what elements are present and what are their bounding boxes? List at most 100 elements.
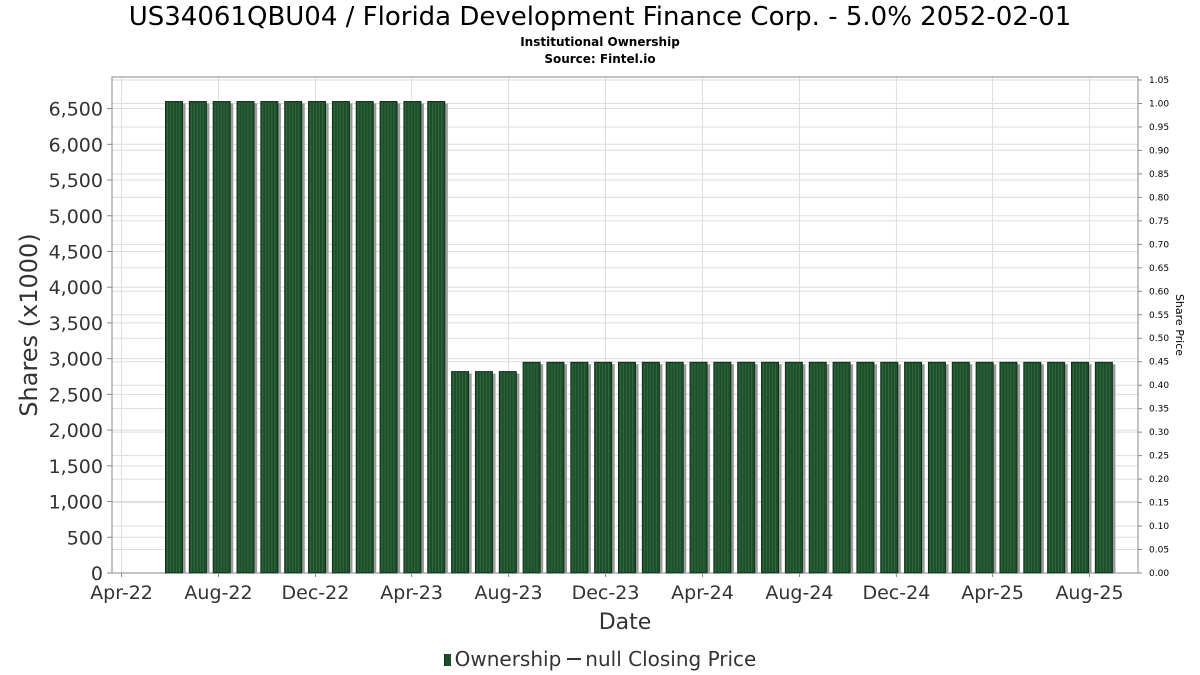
price-tick-label: 0.70 [1149,240,1169,250]
ownership-bar [713,361,732,574]
ownership-bar [498,371,517,574]
ownership-bar [379,101,398,574]
x-axis-label: Date [599,610,652,635]
ownership-bar [427,101,446,574]
ownership-bar [689,361,708,574]
shares-tick-label: 6,500 [49,99,103,121]
price-tick-label: 0.55 [1149,311,1169,321]
ownership-bar [474,371,493,574]
ownership-bar [355,101,374,574]
shares-tick-label: 5,500 [49,170,103,192]
price-tick-label: 1.00 [1149,99,1169,109]
y2-axis-label: Share Price [1173,294,1186,356]
ownership-bar [618,361,636,574]
price-legend-line [567,658,582,660]
ownership-bars [165,101,1116,574]
price-tick-label: 0.30 [1149,428,1169,438]
y-axis-label: Shares (x1000) [15,233,43,416]
ownership-bar [522,361,541,574]
price-tick-label: 0.50 [1149,334,1169,344]
date-tick-label: Apr-24 [671,582,734,604]
price-tick-label: 0.35 [1149,405,1169,415]
date-tick-label: Apr-25 [961,582,1024,604]
shares-tick-label: 2,500 [49,384,103,406]
shares-tick-label: 500 [67,527,103,549]
price-tick-label: 0.10 [1149,522,1169,532]
price-tick-label: 0.40 [1149,381,1169,391]
ownership-bar [880,361,899,574]
price-tick-label: 1.05 [1149,76,1169,86]
ownership-bar [832,361,851,574]
price-tick-label: 0.05 [1149,546,1169,556]
ownership-chart: 0 500 1,000 1,500 2,000 2,500 3,000 3,500 4,000 4… [15,76,1186,635]
ownership-bar [1047,361,1066,574]
shares-tick-label: 1,000 [49,492,103,514]
price-legend-label: null Closing Price [585,647,757,671]
price-tick-label: 0.00 [1149,569,1169,579]
ownership-bar [665,361,684,574]
ownership-bar [284,101,303,574]
ownership-bar [331,101,350,574]
ownership-bar [260,101,279,574]
ownership-bar [737,361,756,574]
price-tick-label: 0.20 [1149,475,1169,485]
ownership-bar [546,361,565,574]
price-tick-label: 0.95 [1149,123,1169,133]
price-tick-label: 0.25 [1149,452,1169,462]
ownership-bar [570,361,589,574]
ownership-bar [761,361,780,574]
chart-source: Source: Fintel.io [544,52,656,66]
date-tick-label: Apr-23 [380,582,443,604]
ownership-bar [784,361,803,574]
ownership-bar [165,101,183,574]
date-tick-label: Apr-22 [90,582,153,604]
ownership-bar [999,361,1018,574]
shares-tick-label: 1,500 [49,456,103,478]
shares-axis-ticks: 0 500 1,000 1,500 2,000 2,500 3,000 3,500 4,000 4… [49,99,112,585]
shares-tick-label: 3,500 [49,313,103,335]
price-tick-label: 0.60 [1149,287,1169,297]
date-tick-label: Aug-25 [1055,582,1123,604]
ownership-legend-label: Ownership [454,647,562,671]
price-tick-label: 0.15 [1149,499,1169,509]
ownership-bar [927,361,946,574]
ownership-bar [641,361,660,574]
price-tick-label: 0.65 [1149,264,1169,274]
ownership-bar [856,361,875,574]
ownership-bar [451,371,470,574]
shares-tick-label: 6,000 [49,134,103,156]
ownership-bar [308,101,327,574]
shares-tick-label: 4,500 [49,241,103,263]
ownership-legend-swatch [443,654,451,666]
shares-tick-label: 5,000 [49,206,103,228]
date-tick-label: Aug-23 [475,582,543,604]
date-tick-label: Dec-22 [282,582,350,604]
shares-tick-label: 2,000 [49,420,103,442]
date-tick-label: Aug-24 [765,582,833,604]
date-axis-ticks: Apr-22 Aug-22 Dec-22 Apr-23 Aug-23 Dec-23 Apr-… [90,573,1124,604]
chart-legend: Ownership null Closing Price [0,647,1200,671]
ownership-bar [1023,361,1042,574]
shares-tick-label: 0 [91,563,103,585]
ownership-bar [403,101,422,574]
ownership-bar [975,361,994,574]
ownership-bar [188,101,207,574]
price-axis-ticks: 0.00 0.05 0.10 0.15 0.20 0.25 0.30 0.35 0.40 0.45… [1138,76,1169,579]
price-tick-label: 0.85 [1149,170,1169,180]
ownership-bar [594,361,613,574]
date-tick-label: Aug-22 [184,582,252,604]
shares-tick-label: 3,000 [49,349,103,371]
date-tick-label: Dec-24 [862,582,930,604]
price-tick-label: 0.75 [1149,217,1169,227]
ownership-bar [951,361,970,574]
shares-tick-label: 4,000 [49,277,103,299]
price-tick-label: 0.45 [1149,358,1169,368]
ownership-bar [904,361,923,574]
chart-subtitle: Institutional Ownership [520,35,680,49]
ownership-bar [808,361,827,574]
ownership-bar [1071,361,1089,574]
chart-title: US34061QBU04 / Florida Development Finan… [128,2,1072,32]
price-tick-label: 0.80 [1149,193,1169,203]
ownership-bar [1094,361,1113,574]
ownership-bar [212,101,231,574]
